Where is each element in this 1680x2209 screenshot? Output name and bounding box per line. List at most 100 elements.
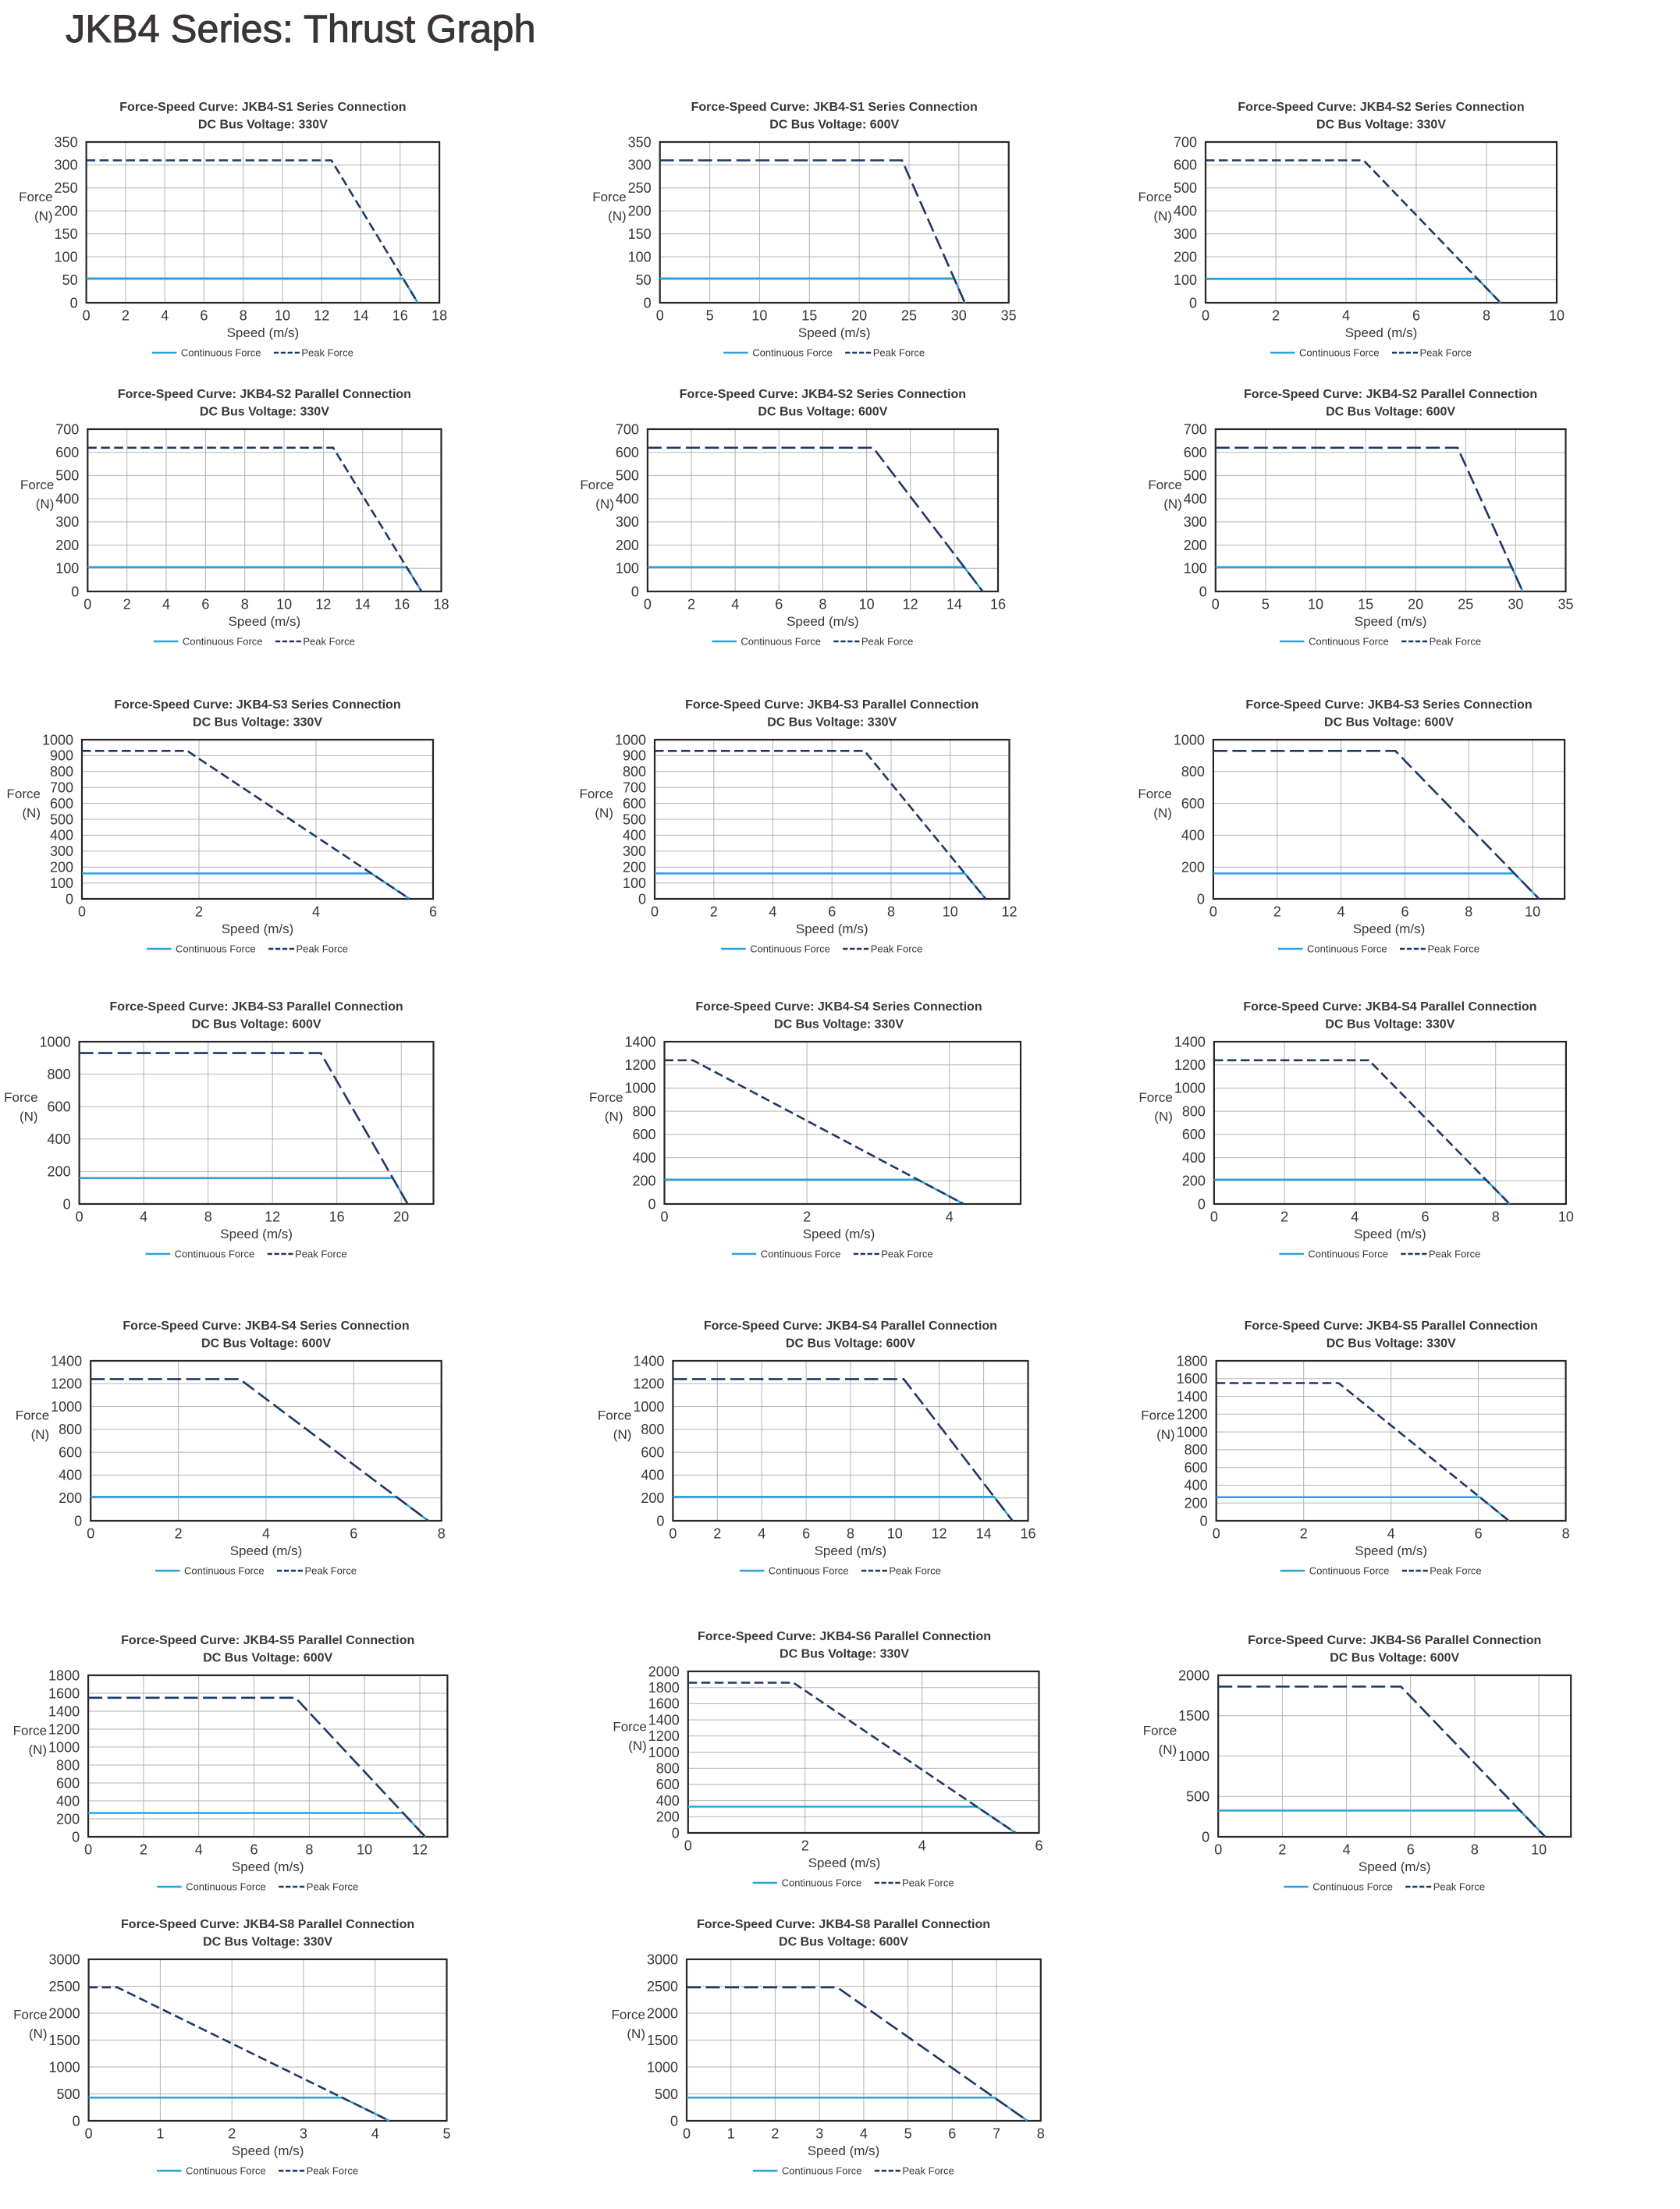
svg-text:6: 6	[1475, 1526, 1483, 1542]
svg-text:10: 10	[275, 308, 290, 324]
svg-text:2: 2	[1273, 904, 1281, 920]
svg-text:0: 0	[1197, 891, 1205, 907]
svg-text:0: 0	[63, 1196, 71, 1212]
svg-text:1400: 1400	[51, 1353, 82, 1369]
svg-text:2: 2	[687, 597, 695, 613]
svg-text:Continuous Force: Continuous Force	[741, 636, 821, 648]
svg-text:8: 8	[1036, 2126, 1044, 2142]
svg-text:Peak Force: Peak Force	[870, 943, 922, 955]
svg-text:200: 200	[1174, 249, 1197, 265]
svg-text:800: 800	[655, 1761, 679, 1777]
svg-text:500: 500	[1184, 468, 1207, 484]
svg-text:2: 2	[713, 1526, 721, 1542]
svg-text:0: 0	[1209, 904, 1217, 920]
svg-text:12: 12	[314, 308, 329, 324]
svg-text:20: 20	[1408, 597, 1423, 613]
svg-text:400: 400	[1184, 491, 1207, 506]
svg-text:1600: 1600	[48, 1685, 80, 1701]
svg-text:14: 14	[947, 597, 962, 613]
svg-text:300: 300	[623, 843, 646, 859]
svg-text:2: 2	[175, 1526, 183, 1542]
svg-text:2000: 2000	[49, 2005, 80, 2021]
svg-text:6: 6	[775, 597, 783, 613]
svg-text:200: 200	[55, 204, 78, 219]
svg-text:Continuous Force: Continuous Force	[186, 2165, 266, 2177]
svg-text:500: 500	[623, 812, 646, 827]
svg-text:500: 500	[1174, 180, 1197, 196]
svg-text:DC Bus Voltage: 600V: DC Bus Voltage: 600V	[769, 119, 899, 132]
svg-text:Force-Speed Curve: JKB4-S4 Ser: Force-Speed Curve: JKB4-S4 Series Connec…	[123, 1319, 409, 1333]
svg-text:0: 0	[655, 308, 663, 324]
svg-text:600: 600	[1182, 1127, 1206, 1142]
svg-text:Speed (m/s): Speed (m/s)	[796, 922, 868, 936]
svg-text:Continuous Force: Continuous Force	[769, 1565, 849, 1577]
svg-text:30: 30	[1508, 597, 1524, 613]
svg-text:25: 25	[901, 308, 917, 324]
svg-text:Force: Force	[4, 1090, 37, 1105]
svg-text:1800: 1800	[1177, 1353, 1208, 1369]
svg-text:50: 50	[62, 272, 78, 288]
svg-text:400: 400	[59, 1468, 82, 1483]
svg-text:400: 400	[56, 1793, 80, 1809]
svg-text:350: 350	[627, 134, 651, 150]
svg-text:30: 30	[950, 308, 966, 324]
svg-text:20: 20	[393, 1209, 409, 1225]
svg-text:DC Bus Voltage: 330V: DC Bus Voltage: 330V	[774, 1018, 904, 1032]
svg-text:Continuous Force: Continuous Force	[750, 943, 830, 955]
svg-text:1000: 1000	[633, 1399, 664, 1415]
svg-text:800: 800	[56, 1757, 80, 1773]
svg-text:Continuous Force: Continuous Force	[1309, 1248, 1389, 1260]
svg-text:16: 16	[990, 597, 1006, 613]
svg-text:10: 10	[942, 904, 957, 920]
svg-text:Continuous Force: Continuous Force	[752, 347, 833, 359]
svg-text:4: 4	[371, 2126, 379, 2142]
svg-text:500: 500	[50, 812, 73, 827]
svg-text:1400: 1400	[648, 1712, 679, 1728]
svg-text:Speed (m/s): Speed (m/s)	[1345, 325, 1418, 340]
svg-text:4: 4	[1342, 308, 1350, 324]
svg-text:800: 800	[623, 764, 646, 780]
svg-text:DC Bus Voltage: 330V: DC Bus Voltage: 330V	[193, 716, 322, 730]
svg-text:0: 0	[85, 2126, 93, 2142]
svg-text:400: 400	[632, 1150, 655, 1166]
svg-text:4: 4	[262, 1526, 270, 1542]
svg-text:Force-Speed Curve: JKB4-S1 Ser: Force-Speed Curve: JKB4-S1 Series Connec…	[119, 101, 406, 114]
svg-text:700: 700	[55, 421, 79, 437]
svg-text:1200: 1200	[1177, 1407, 1208, 1422]
svg-text:Force: Force	[13, 1724, 47, 1738]
svg-text:0: 0	[78, 904, 86, 920]
svg-text:6: 6	[1412, 308, 1420, 324]
svg-text:200: 200	[632, 1174, 655, 1189]
svg-text:DC Bus Voltage: 330V: DC Bus Voltage: 330V	[198, 119, 328, 132]
svg-text:Continuous Force: Continuous Force	[782, 2165, 862, 2177]
svg-text:DC Bus Voltage: 600V: DC Bus Voltage: 600V	[201, 1337, 331, 1351]
svg-text:600: 600	[1185, 1460, 1208, 1476]
svg-text:4: 4	[769, 904, 776, 920]
svg-text:600: 600	[59, 1444, 82, 1460]
svg-text:700: 700	[1184, 421, 1207, 437]
svg-text:14: 14	[355, 597, 371, 613]
svg-text:4: 4	[312, 904, 320, 920]
svg-text:Continuous Force: Continuous Force	[1309, 636, 1389, 648]
svg-text:Force: Force	[7, 787, 41, 801]
svg-text:200: 200	[623, 860, 646, 875]
svg-text:(N): (N)	[627, 2026, 645, 2041]
svg-text:DC Bus Voltage: 330V: DC Bus Voltage: 330V	[767, 716, 897, 730]
svg-text:1000: 1000	[40, 1034, 71, 1049]
svg-text:3000: 3000	[49, 1952, 80, 1967]
svg-text:0: 0	[651, 904, 659, 920]
svg-text:6: 6	[200, 308, 208, 324]
svg-text:Force: Force	[20, 478, 54, 492]
svg-text:200: 200	[627, 204, 651, 219]
svg-text:50: 50	[635, 272, 651, 288]
svg-text:Peak Force: Peak Force	[861, 636, 913, 648]
svg-text:Force: Force	[1143, 1724, 1177, 1738]
svg-text:2: 2	[1300, 1526, 1308, 1542]
svg-text:400: 400	[655, 1793, 679, 1809]
svg-text:Speed (m/s): Speed (m/s)	[1359, 1859, 1431, 1874]
svg-text:300: 300	[1174, 226, 1197, 242]
svg-text:1200: 1200	[48, 1721, 80, 1737]
svg-text:800: 800	[48, 1067, 71, 1082]
svg-text:700: 700	[1174, 134, 1197, 150]
svg-text:12: 12	[902, 597, 918, 613]
